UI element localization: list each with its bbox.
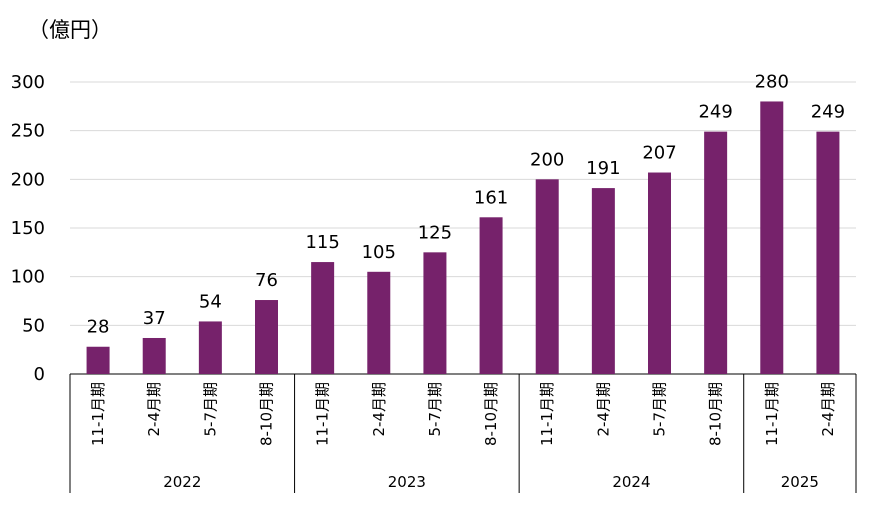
x-tick-label: 11-1月期 [89,382,107,446]
y-tick-label: 50 [22,315,45,336]
year-label: 2022 [163,473,201,491]
x-tick-label: 11-1月期 [763,382,781,446]
x-tick-label: 2-4月期 [370,382,388,437]
x-tick-label: 8-10月期 [482,382,500,446]
bar [423,252,447,374]
x-tick-label: 2-4月期 [594,382,612,437]
data-label: 200 [530,149,564,170]
x-tick-label: 8-10月期 [707,382,725,446]
bar [760,101,784,374]
bar [479,217,503,374]
data-label: 54 [199,291,222,312]
y-tick-label: 100 [11,267,45,288]
data-label: 105 [362,242,396,263]
data-label: 249 [698,102,732,123]
y-axis-unit-label: （億円） [28,18,112,42]
bar [704,131,728,374]
data-label: 280 [755,71,789,92]
x-tick-label: 5-7月期 [201,382,219,437]
y-tick-label: 0 [34,364,45,385]
y-tick-label: 250 [11,121,45,142]
x-tick-label: 11-1月期 [538,382,556,446]
data-label: 125 [418,222,452,243]
bar [142,337,166,374]
year-label: 2024 [612,473,650,491]
y-tick-label: 150 [11,218,45,239]
data-label: 191 [586,158,620,179]
bar [311,262,335,374]
year-label: 2025 [781,473,819,491]
data-label: 249 [811,102,845,123]
x-tick-label: 5-7月期 [651,382,669,437]
bar [198,321,222,374]
x-tick-label: 11-1月期 [314,382,332,446]
data-label: 161 [474,187,508,208]
bar [591,188,615,374]
bar [648,172,671,374]
y-tick-label: 200 [11,169,45,190]
bar [816,131,840,374]
data-label: 115 [305,232,339,253]
x-tick-label: 8-10月期 [258,382,276,446]
bar [86,346,110,374]
data-label: 76 [255,270,278,291]
data-label: 207 [642,143,676,164]
x-tick-label: 2-4月期 [819,382,837,437]
bar [535,179,559,374]
bar [367,271,391,374]
x-tick-label: 2-4月期 [145,382,163,437]
y-tick-label: 300 [11,72,45,93]
data-label: 37 [143,308,166,329]
year-label: 2023 [388,473,426,491]
bar [255,300,278,374]
data-label: 28 [87,317,110,338]
x-tick-label: 5-7月期 [426,382,444,437]
